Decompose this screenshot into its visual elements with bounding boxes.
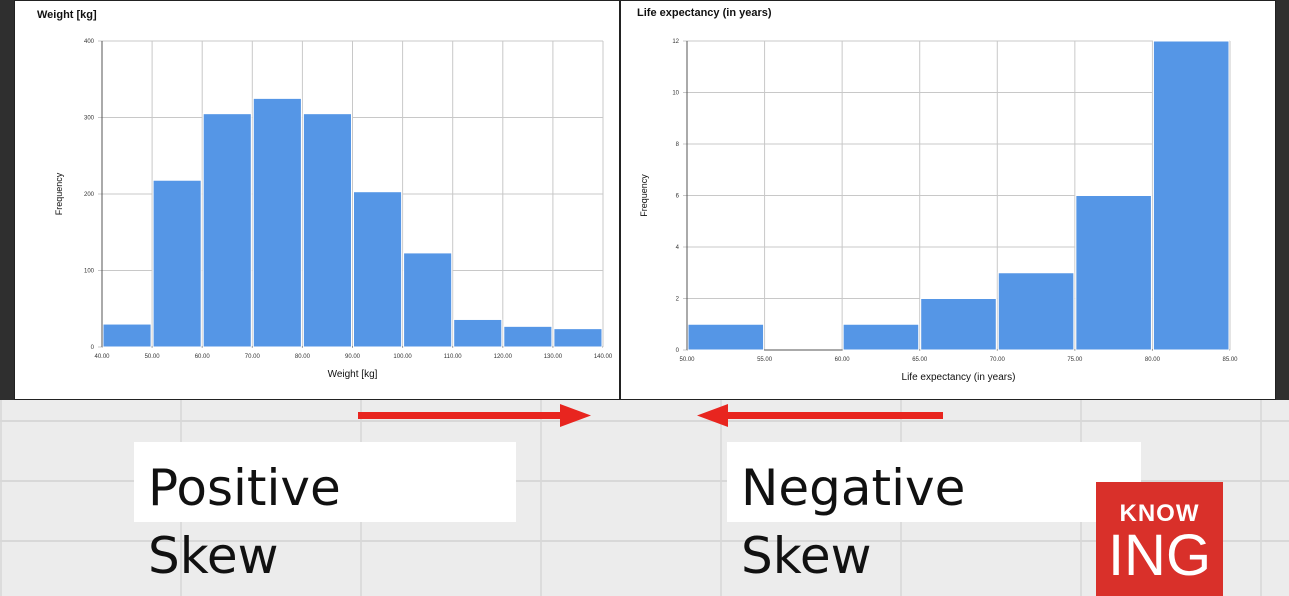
histogram-bar bbox=[920, 298, 997, 351]
x-tick-label: 80.00 bbox=[295, 354, 311, 360]
x-axis-label: Weight [kg] bbox=[328, 369, 378, 380]
logo-bottom-text: ING bbox=[1107, 523, 1212, 588]
histogram-bar bbox=[553, 328, 603, 348]
x-tick-label: 55.00 bbox=[757, 357, 773, 363]
x-tick-label: 90.00 bbox=[345, 354, 361, 360]
histogram-bar bbox=[997, 272, 1075, 351]
histogram-bar bbox=[152, 179, 202, 348]
chart-title: Life expectancy (in years) bbox=[637, 7, 772, 19]
chart-title: Weight [kg] bbox=[37, 9, 97, 21]
label-line1: Negative bbox=[741, 459, 966, 517]
x-tick-label: 100.00 bbox=[393, 354, 412, 360]
y-axis-label: Frequency bbox=[639, 174, 649, 217]
y-tick-label: 8 bbox=[676, 142, 680, 148]
x-tick-label: 120.00 bbox=[494, 354, 513, 360]
x-tick-label: 85.00 bbox=[1222, 357, 1238, 363]
x-tick-label: 65.00 bbox=[912, 357, 928, 363]
x-tick-label: 50.00 bbox=[145, 354, 161, 360]
histogram-bar bbox=[252, 97, 302, 348]
right-edge-bar bbox=[1275, 0, 1289, 400]
y-tick-label: 0 bbox=[676, 348, 680, 354]
life-expectancy-histogram-panel: Life expectancy (in years) 0 2 4 6 8 10 12 50.0… bbox=[620, 0, 1276, 400]
histogram-bar bbox=[1152, 40, 1230, 351]
histogram-bar bbox=[503, 325, 553, 348]
histogram-bar bbox=[1075, 195, 1152, 351]
positive-skew-label: Positive bbox=[134, 442, 516, 522]
knowing-logo: KNOW ING bbox=[1096, 482, 1223, 596]
y-axis-label: Frequency bbox=[54, 172, 64, 215]
y-tick-label: 6 bbox=[676, 194, 680, 200]
histogram-bar bbox=[403, 252, 453, 348]
y-tick-label: 400 bbox=[84, 39, 95, 45]
histogram-bar bbox=[102, 323, 152, 348]
left-arrow-icon bbox=[697, 404, 943, 427]
y-tick-label: 0 bbox=[91, 345, 95, 351]
left-edge-bar bbox=[0, 0, 14, 400]
x-tick-label: 70.00 bbox=[990, 357, 1006, 363]
histogram-bar bbox=[453, 318, 503, 348]
y-tick-label: 300 bbox=[84, 116, 95, 122]
x-tick-label: 130.00 bbox=[544, 354, 563, 360]
y-tick-label: 200 bbox=[84, 192, 95, 198]
x-tick-label: 60.00 bbox=[195, 354, 211, 360]
x-tick-label: 70.00 bbox=[245, 354, 261, 360]
label-line2: Skew bbox=[148, 527, 279, 585]
positive-skew-label-line2: Skew bbox=[134, 522, 294, 596]
label-line2: Skew bbox=[741, 527, 872, 585]
x-axis-label: Life expectancy (in years) bbox=[902, 372, 1016, 383]
x-tick-label: 140.00 bbox=[594, 354, 613, 360]
logo-top-text: KNOW bbox=[1119, 500, 1200, 527]
y-tick-label: 10 bbox=[672, 91, 679, 97]
weight-histogram: 0 100 200 300 400 40.00 50.00 60.00 70.00 80.00 90… bbox=[54, 39, 613, 380]
histogram-bar bbox=[842, 323, 920, 351]
y-tick-label: 100 bbox=[84, 269, 95, 275]
negative-skew-label: Negative bbox=[727, 442, 1141, 522]
x-tick-label: 60.00 bbox=[835, 357, 851, 363]
x-tick-label: 75.00 bbox=[1067, 357, 1083, 363]
histogram-bar bbox=[353, 191, 403, 348]
y-tick-label: 12 bbox=[672, 39, 679, 45]
right-arrow-icon bbox=[358, 404, 591, 427]
y-tick-label: 2 bbox=[676, 297, 680, 303]
label-line1: Positive bbox=[148, 459, 341, 517]
histogram-bar bbox=[202, 113, 252, 348]
negative-skew-label-line2: Skew bbox=[727, 522, 897, 596]
x-tick-label: 110.00 bbox=[444, 354, 463, 360]
x-tick-label: 40.00 bbox=[94, 354, 110, 360]
y-tick-label: 4 bbox=[676, 245, 680, 251]
x-tick-label: 50.00 bbox=[679, 357, 695, 363]
histogram-bar bbox=[302, 113, 352, 348]
life-expectancy-histogram: 0 2 4 6 8 10 12 50.00 55.00 60.00 65.00 70.00 75.00 8… bbox=[639, 39, 1238, 383]
histogram-bar bbox=[687, 323, 765, 351]
weight-histogram-panel: Weight [kg] 0 100 200 300 400 40.00 50.00 60.00… bbox=[14, 0, 620, 400]
x-tick-label: 80.00 bbox=[1145, 357, 1161, 363]
